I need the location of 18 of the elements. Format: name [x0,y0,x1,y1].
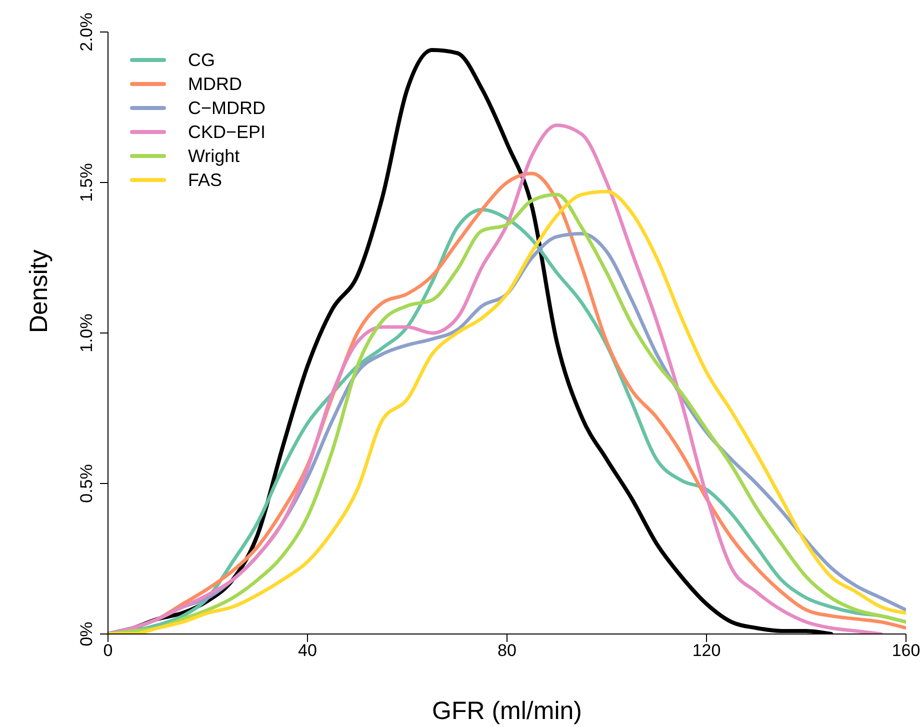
x-tick-label: 40 [298,641,317,660]
legend-label: CKD−EPI [188,121,266,144]
y-tick-label: 0.5% [77,464,96,503]
legend-label: FAS [188,169,222,192]
legend-label: C−MDRD [188,97,266,120]
x-tick-label: 80 [498,641,516,660]
x-tick-label: 160 [892,641,920,660]
x-axis-title: GFR (ml/min) [432,697,582,725]
legend-label: MDRD [188,73,242,96]
y-axis-title: Density [24,249,53,333]
y-tick-label: 2.0% [77,12,96,52]
x-tick-label: 0 [103,641,113,660]
legend-label: CG [188,49,215,72]
x-tick-label: 120 [692,641,721,660]
legend-label: Wright [188,145,240,168]
y-tick-label: 1.5% [77,163,96,202]
y-tick-label: 0% [77,622,96,646]
y-tick-label: 1.0% [77,314,96,352]
